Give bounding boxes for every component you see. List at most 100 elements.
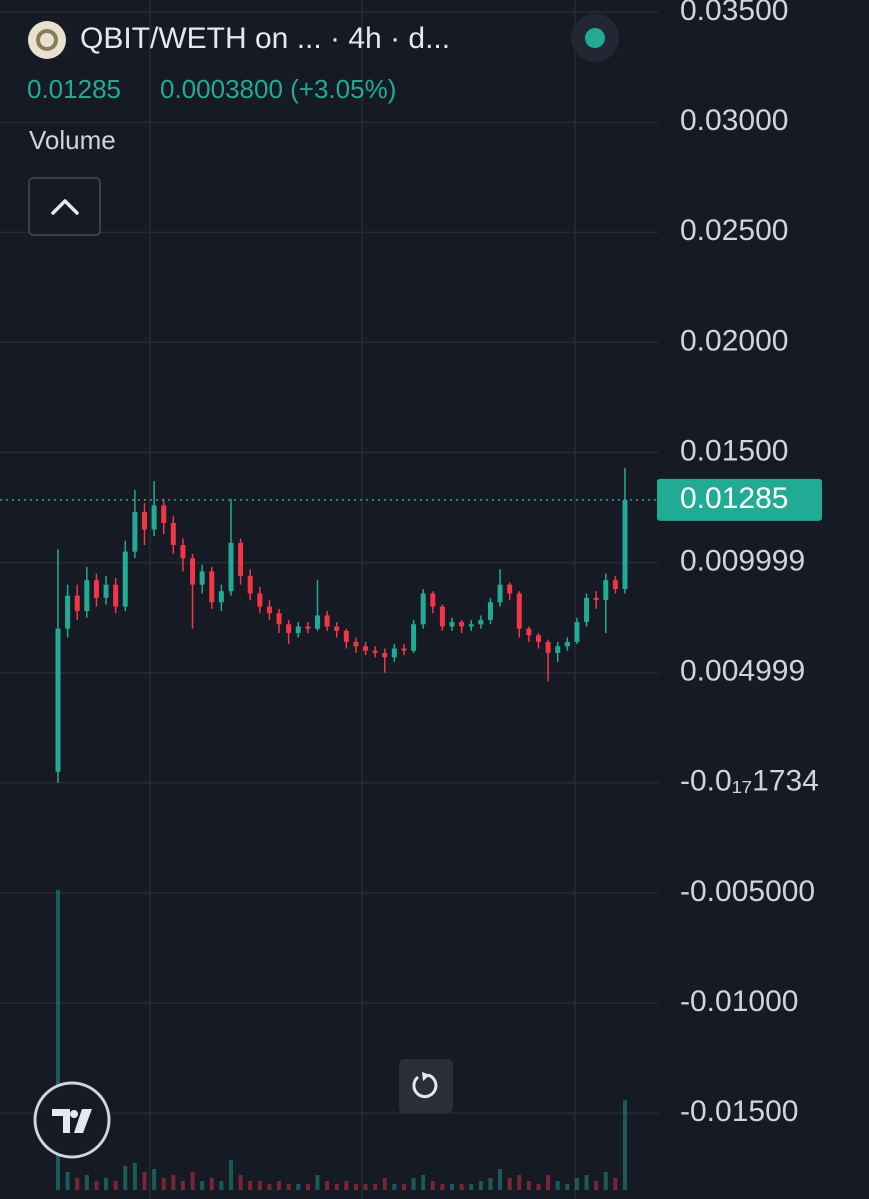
reset-icon	[412, 1073, 438, 1099]
volume-bar	[344, 1181, 349, 1190]
collapse-button[interactable]	[28, 177, 101, 236]
candle-body	[363, 646, 369, 651]
candle-body	[449, 622, 455, 627]
volume-bar	[56, 890, 60, 1190]
volume-bar	[113, 1181, 118, 1190]
candle-body	[391, 648, 397, 658]
candle-body	[584, 597, 590, 623]
volume-bar	[267, 1184, 272, 1190]
volume-bar	[517, 1175, 522, 1190]
candle-body	[314, 615, 320, 629]
candle-body	[353, 641, 359, 647]
y-tick-label: -0.01000	[680, 985, 798, 1018]
volume-bar	[257, 1181, 262, 1190]
candle-body	[343, 630, 349, 642]
candle-body	[132, 511, 138, 552]
price-change: 0.0003800 (+3.05%)	[160, 74, 396, 104]
volume-bar	[209, 1178, 214, 1190]
candle-body	[507, 584, 513, 594]
volume-bar	[363, 1184, 368, 1190]
candle-body	[228, 542, 234, 592]
candle-body	[305, 626, 311, 629]
volume-bar	[277, 1181, 282, 1190]
y-tick-label: -0.01500	[680, 1095, 798, 1128]
volume-bar	[84, 1175, 89, 1190]
candle-body	[622, 499, 628, 590]
y-tick-label: -0.005000	[680, 875, 815, 908]
candle-body	[516, 593, 522, 629]
volume-bar	[190, 1172, 195, 1190]
candle-body	[574, 622, 580, 642]
volume-bar	[478, 1181, 483, 1190]
y-tick-label: 0.01500	[680, 434, 788, 467]
last-price-header: 0.01285	[27, 74, 121, 104]
volume-bar	[488, 1178, 493, 1190]
reset-arrow	[422, 1072, 430, 1081]
volume-bar	[286, 1184, 291, 1190]
volume-bar	[498, 1169, 503, 1190]
reset-button[interactable]	[399, 1059, 453, 1113]
candle-body	[564, 641, 570, 647]
volume-bar	[430, 1181, 435, 1190]
volume-bar	[75, 1178, 80, 1190]
candle-body	[430, 593, 436, 607]
volume-bar	[219, 1181, 224, 1190]
volume-bar	[584, 1175, 589, 1190]
last-price-box	[657, 478, 822, 521]
volume-bar	[603, 1172, 608, 1190]
candle-body	[190, 558, 196, 585]
candle-body	[459, 622, 465, 627]
volume-bar	[94, 1181, 99, 1190]
volume-bar	[440, 1184, 445, 1190]
candle-body	[401, 648, 407, 651]
volume-label: Volume	[29, 125, 116, 155]
volume-bar	[373, 1184, 378, 1190]
candle-body	[295, 626, 301, 634]
volume-bar	[123, 1166, 128, 1190]
candle-body	[286, 624, 292, 634]
y-tick-label: 0.02500	[680, 214, 788, 247]
candle-body	[439, 606, 445, 627]
volume-bar	[623, 1100, 627, 1190]
y-tick-label: 0.02000	[680, 324, 788, 357]
tv-logo[interactable]	[33, 1081, 111, 1159]
volume-bar	[411, 1178, 416, 1190]
candle-body	[266, 606, 272, 614]
tv-logo-mark	[52, 1109, 92, 1133]
candle-body	[218, 591, 224, 603]
candle-body	[161, 505, 167, 523]
candle-body	[372, 650, 378, 653]
candle-body	[103, 584, 109, 598]
last-price-label: 0.01285	[680, 482, 788, 515]
volume-bar	[161, 1178, 166, 1190]
volume-bar	[555, 1181, 560, 1190]
volume-bar	[401, 1184, 406, 1190]
candle-body	[593, 597, 599, 601]
volume-bar	[536, 1184, 541, 1190]
candle-body	[65, 595, 71, 629]
candle-body	[93, 580, 99, 598]
volume-bar	[238, 1175, 243, 1190]
volume-bar	[546, 1175, 551, 1190]
y-tick-label: 0.03000	[680, 104, 788, 137]
candle-body	[113, 584, 119, 607]
candle-body	[487, 602, 493, 620]
candle-body	[55, 628, 61, 772]
y-tick-label: 0.03500	[680, 0, 788, 27]
candle-body	[382, 652, 388, 658]
volume-bar	[526, 1181, 531, 1190]
volume-bar	[325, 1181, 330, 1190]
candle-body	[170, 522, 176, 545]
candle-body	[478, 619, 484, 625]
candle-body	[420, 593, 426, 625]
volume-bar	[613, 1178, 618, 1190]
candle-body	[603, 580, 609, 601]
volume-bar	[507, 1178, 512, 1190]
candle-body	[555, 646, 561, 653]
chart-title: QBIT/WETH on ... · 4h · d...	[80, 22, 450, 55]
volume-bar	[296, 1184, 301, 1190]
volume-bar	[248, 1181, 253, 1190]
volume-bar	[594, 1181, 599, 1190]
